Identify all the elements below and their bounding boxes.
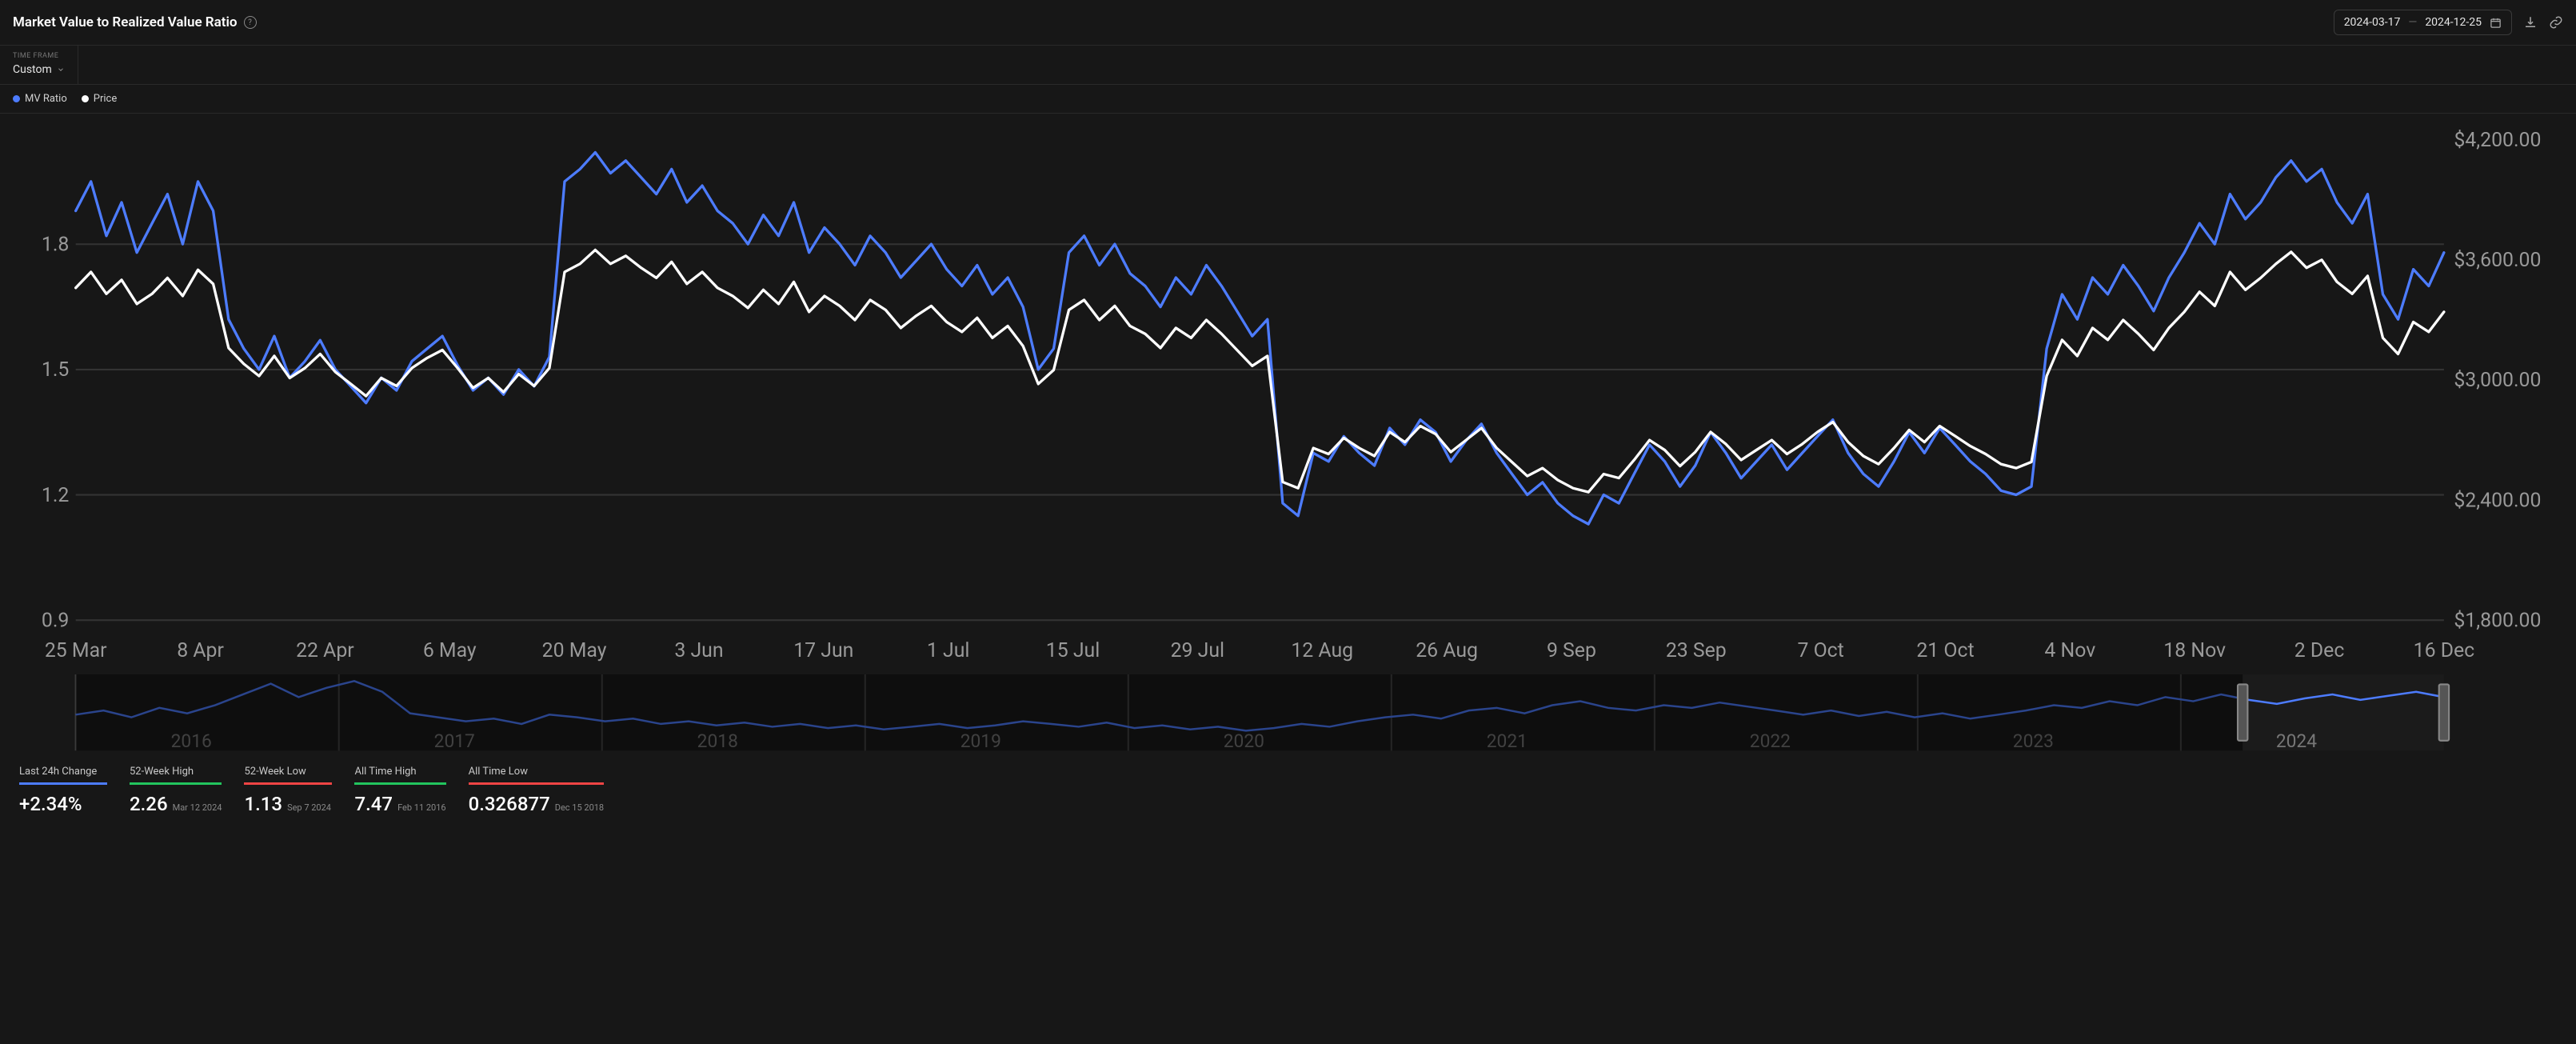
help-icon[interactable]: ? [244,16,257,29]
chart-title: Market Value to Realized Value Ratio [13,14,238,30]
legend-label: Price [94,93,117,105]
stat-date: Dec 15 2018 [555,802,604,813]
svg-text:6 May: 6 May [423,639,477,662]
date-separator: — [2408,16,2417,29]
date-to: 2024-12-25 [2425,16,2482,29]
svg-text:3 Jun: 3 Jun [674,639,723,662]
svg-text:0.9: 0.9 [42,610,69,633]
stat-value: 2.26 [130,793,168,815]
svg-text:1 Jul: 1 Jul [927,639,970,662]
stat-value: 7.47 [354,793,393,815]
svg-text:8 Apr: 8 Apr [177,639,224,662]
main-chart[interactable]: 0.9 1.2 1.5 1.8 $1,800.00 $2,400.00 $3,000.00 $… [13,123,2563,670]
svg-text:18 Nov: 18 Nov [2163,639,2226,662]
stat-label: 52-Week Low [244,766,332,785]
stat-value: +2.34% [19,793,82,815]
calendar-icon [2490,17,2502,29]
svg-text:2024: 2024 [2276,730,2317,750]
svg-text:9 Sep: 9 Sep [1547,639,1596,662]
stats-row: Last 24h Change +2.34% 52-Week High 2.26 M… [0,754,2576,831]
legend-dot [82,95,89,102]
timeframe-value: Custom [13,63,52,76]
link-icon[interactable] [2549,15,2563,30]
svg-text:$3,000.00: $3,000.00 [2454,369,2541,392]
timeframe-select[interactable]: TIME FRAME Custom [0,46,78,84]
svg-text:1.8: 1.8 [42,234,69,257]
timeframe-label: TIME FRAME [13,52,65,60]
chart-header: Market Value to Realized Value Ratio ? 2… [0,0,2576,46]
svg-text:$1,800.00: $1,800.00 [2454,610,2541,633]
svg-text:4 Nov: 4 Nov [2044,639,2095,662]
header-actions: 2024-03-17 — 2024-12-25 [2334,10,2563,35]
svg-text:$3,600.00: $3,600.00 [2454,249,2541,272]
svg-text:20 May: 20 May [542,639,607,662]
svg-text:17 Jun: 17 Jun [793,639,853,662]
chart-area: 0.9 1.2 1.5 1.8 $1,800.00 $2,400.00 $3,000.00 $… [0,114,2576,754]
stat-date: Sep 7 2024 [287,802,331,813]
stat-card: All Time High 7.47 Feb 11 2016 [354,766,445,815]
stat-label: All Time High [354,766,445,785]
date-range-picker[interactable]: 2024-03-17 — 2024-12-25 [2334,10,2512,35]
title-wrap: Market Value to Realized Value Ratio ? [13,14,257,30]
svg-text:21 Oct: 21 Oct [1916,639,1974,662]
svg-text:7 Oct: 7 Oct [1797,639,1843,662]
range-handle-right [2439,685,2449,741]
svg-text:29 Jul: 29 Jul [1171,639,1225,662]
stat-card: 52-Week High 2.26 Mar 12 2024 [130,766,222,815]
chart-legend: MV Ratio Price [0,85,2576,114]
timeframe-bar: TIME FRAME Custom [0,46,2576,85]
svg-text:15 Jul: 15 Jul [1046,639,1100,662]
svg-text:$4,200.00: $4,200.00 [2454,129,2541,152]
date-from: 2024-03-17 [2344,16,2401,29]
range-navigator[interactable]: 201620172018201920202021202220232024 [13,674,2563,750]
stat-value: 1.13 [244,793,282,815]
stat-card: Last 24h Change +2.34% [19,766,107,815]
svg-text:26 Aug: 26 Aug [1416,639,1478,662]
svg-text:12 Aug: 12 Aug [1291,639,1353,662]
legend-item[interactable]: Price [82,93,117,105]
stat-value: 0.326877 [469,793,550,815]
svg-text:25 Mar: 25 Mar [45,639,107,662]
svg-text:22 Apr: 22 Apr [296,639,354,662]
stat-date: Mar 12 2024 [173,802,222,813]
svg-text:23 Sep: 23 Sep [1666,639,1727,662]
stat-card: 52-Week Low 1.13 Sep 7 2024 [244,766,332,815]
chevron-down-icon [57,66,65,74]
svg-text:1.2: 1.2 [42,484,70,507]
stat-label: All Time Low [469,766,605,785]
svg-text:$2,400.00: $2,400.00 [2454,489,2541,512]
range-handle-left [2238,685,2247,741]
legend-item[interactable]: MV Ratio [13,93,67,105]
legend-dot [13,95,20,102]
stat-label: Last 24h Change [19,766,107,785]
svg-text:1.5: 1.5 [42,358,69,382]
svg-text:2 Dec: 2 Dec [2294,639,2345,662]
stat-card: All Time Low 0.326877 Dec 15 2018 [469,766,605,815]
svg-text:16 Dec: 16 Dec [2414,639,2475,662]
download-icon[interactable] [2523,15,2538,30]
stat-date: Feb 11 2016 [397,802,446,813]
stat-label: 52-Week High [130,766,222,785]
legend-label: MV Ratio [25,93,67,105]
